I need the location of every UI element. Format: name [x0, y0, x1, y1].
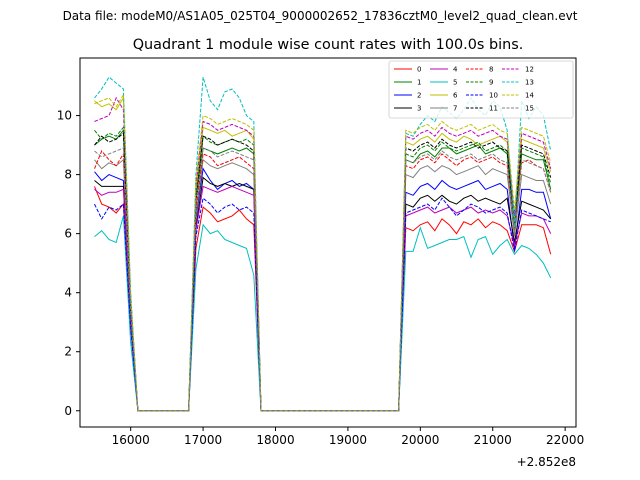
x-tick-label: 22000	[546, 433, 584, 447]
series-line-15	[94, 147, 552, 412]
y-tick-label: 8	[64, 168, 72, 182]
y-axis: 0 2 4 6 8 10	[57, 109, 80, 418]
legend-label: 3	[417, 105, 421, 113]
axes-frame	[79, 57, 577, 428]
series-line-5	[94, 215, 552, 412]
y-tick-label: 4	[64, 286, 72, 300]
legend-label: 5	[453, 79, 457, 87]
legend-label: 11	[489, 105, 498, 113]
legend-label: 9	[489, 79, 493, 87]
legend-box	[388, 60, 574, 119]
legend-label: 1	[417, 79, 421, 87]
series-line-8	[94, 150, 552, 412]
series-line-1	[94, 128, 552, 412]
legend-label: 10	[489, 92, 498, 100]
series-line-3	[94, 176, 552, 412]
legend-label: 4	[453, 66, 458, 74]
x-tick-label: 18000	[256, 433, 294, 447]
x-offset-text: +2.852e8	[517, 455, 576, 469]
legend-label: 0	[417, 66, 421, 74]
y-tick-label: 10	[57, 109, 72, 123]
x-tick-label: 17000	[184, 433, 222, 447]
legend-label: 14	[525, 92, 534, 100]
suptitle: Data file: modeM0/AS1A05_025T04_90000026…	[63, 9, 578, 23]
y-tick-label: 6	[64, 227, 72, 241]
x-tick-label: 20000	[401, 433, 439, 447]
legend-label: 13	[525, 79, 534, 87]
legend-label: 6	[453, 92, 458, 100]
series-line-0	[94, 186, 552, 412]
chart-title: Quadrant 1 module wise count rates with …	[133, 37, 524, 53]
series-line-13	[94, 76, 552, 412]
series-line-10	[94, 197, 551, 412]
series-line-2	[94, 167, 552, 412]
legend-label: 8	[489, 66, 493, 74]
plot-area	[94, 76, 552, 412]
series-line-6	[94, 96, 552, 412]
legend-label: 2	[417, 92, 421, 100]
series-line-14	[94, 93, 552, 412]
y-tick-label: 0	[64, 404, 72, 418]
legend-label: 15	[525, 105, 534, 113]
x-tick-label: 16000	[112, 433, 150, 447]
x-tick-label: 19000	[329, 433, 367, 447]
series-line-11	[94, 132, 552, 412]
y-tick-label: 2	[64, 345, 72, 359]
series-line-12	[94, 96, 552, 412]
series-line-4	[94, 185, 552, 412]
x-tick-label: 21000	[474, 433, 512, 447]
legend-label: 12	[525, 66, 534, 74]
x-axis: 16000 17000 18000 19000 20000 21000 22000	[112, 427, 584, 447]
series-line-7	[94, 158, 552, 412]
legend-label: 7	[453, 105, 457, 113]
